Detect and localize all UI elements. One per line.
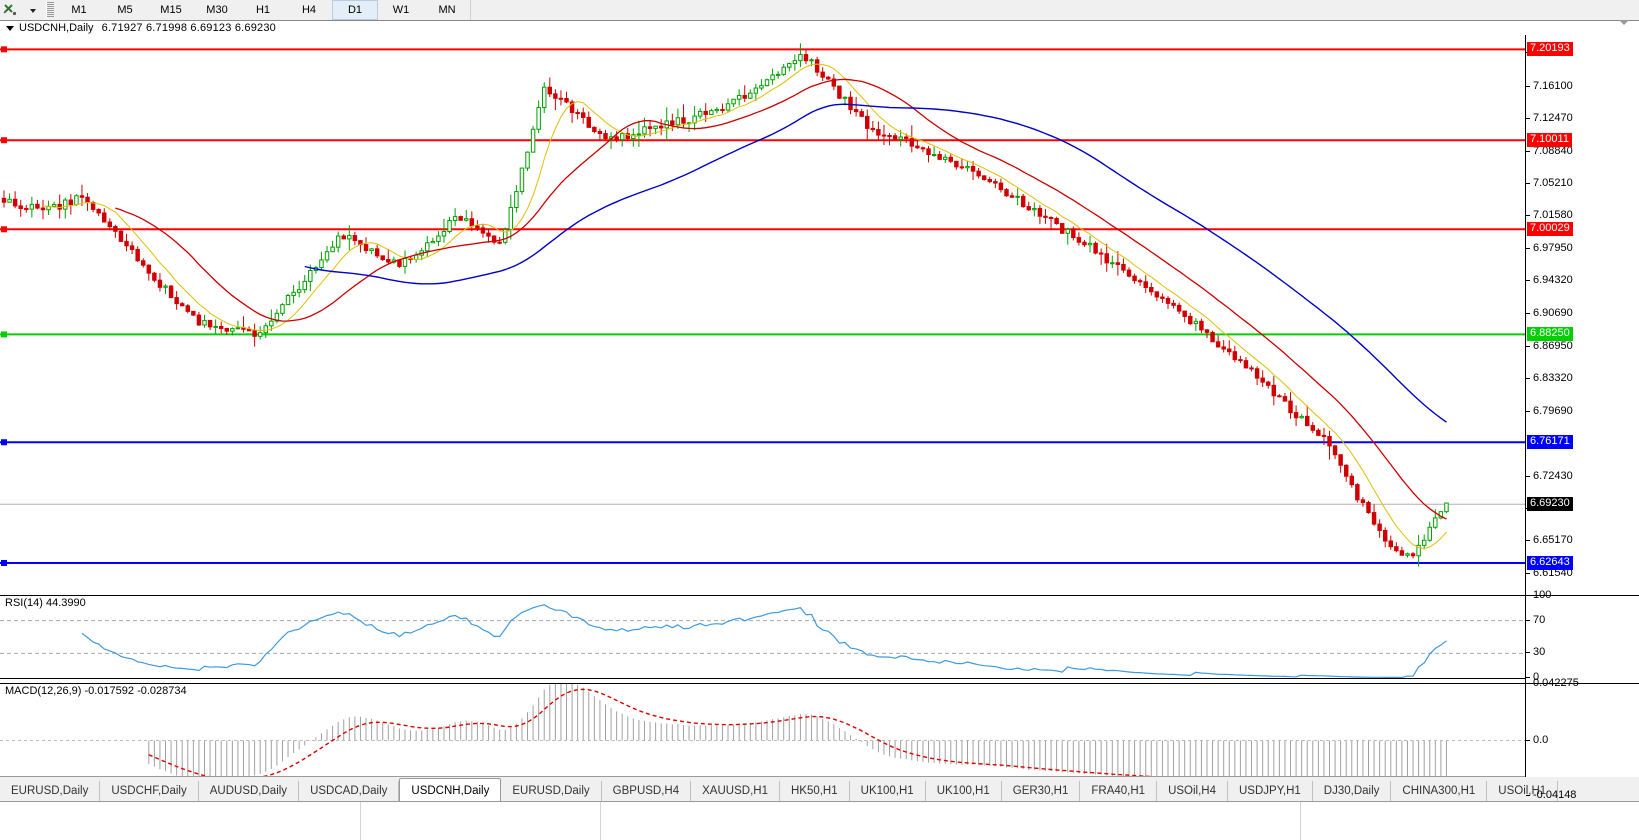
timeframe-button-d1[interactable]: D1 bbox=[332, 0, 378, 20]
ma-medium-line bbox=[115, 78, 1447, 520]
price-level-line-resistance[interactable] bbox=[0, 226, 1526, 233]
rsi-line bbox=[81, 604, 1447, 678]
price-tick: 7.16100 bbox=[1526, 80, 1573, 92]
chart-tab-usdjpy-h1[interactable]: USDJPY,H1 bbox=[1228, 781, 1313, 801]
rsi-indicator-label: RSI(14) 44.3990 bbox=[5, 597, 89, 609]
chart-tab-usdchf-daily[interactable]: USDCHF,Daily bbox=[100, 781, 199, 801]
toolbar-separator bbox=[46, 2, 54, 18]
pane-separator bbox=[1526, 683, 1639, 684]
price-level-line-resistance[interactable] bbox=[0, 46, 1526, 53]
rsi-scale-tick: 30 bbox=[1526, 646, 1545, 658]
price-tick: 7.08840 bbox=[1526, 145, 1573, 157]
chart-tab-eurusd-daily[interactable]: EURUSD,Daily bbox=[0, 781, 101, 801]
chart-tabbar: EURUSD,Daily USDCHF,Daily AUDUSD,Daily USDC… bbox=[0, 776, 1639, 840]
chart-tab-usoil-h4[interactable]: USOil,H4 bbox=[1157, 781, 1228, 801]
price-level-tag-resistance[interactable]: 7.20193 bbox=[1527, 42, 1573, 57]
chart-area[interactable]: USDCNH,Daily 6.71927 6.71998 6.69123 6.6… bbox=[0, 20, 1639, 818]
chart-tab-usdcad-daily[interactable]: USDCAD,Daily bbox=[299, 781, 400, 801]
ma-slow-line bbox=[304, 103, 1447, 423]
price-level-tag-support[interactable]: 6.88250 bbox=[1527, 327, 1573, 342]
macd-scale-tick: 0.0 bbox=[1526, 734, 1548, 746]
macd-scale-tick: -0.04148 bbox=[1526, 789, 1576, 801]
price-level-line-level[interactable] bbox=[0, 559, 1526, 566]
caret-down-icon[interactable] bbox=[6, 25, 14, 31]
chart-tab-china300-h1[interactable]: CHINA300,H1 bbox=[1391, 781, 1488, 801]
price-chart-svg bbox=[0, 43, 1526, 567]
timeframe-button-m1[interactable]: M1 bbox=[71, 4, 87, 16]
price-tick: 6.86950 bbox=[1526, 340, 1573, 352]
tabbar-cell bbox=[0, 802, 361, 840]
timeframe-button-mn[interactable]: MN bbox=[438, 4, 456, 16]
tabbar-lower-panel bbox=[0, 801, 1639, 840]
price-level-tag-last-price[interactable]: 6.69230 bbox=[1527, 497, 1573, 512]
price-tick: 7.05210 bbox=[1526, 177, 1573, 189]
toolbar-dropdown-icon[interactable] bbox=[22, 1, 44, 19]
macd-histogram bbox=[148, 684, 1447, 796]
price-scale[interactable]: 7.198487.161007.124707.088407.052107.015… bbox=[1525, 21, 1639, 801]
price-tick: 7.01580 bbox=[1526, 209, 1573, 221]
tabbar-cell bbox=[600, 802, 1301, 840]
tabbar-cell bbox=[360, 802, 601, 840]
price-level-line-level[interactable] bbox=[0, 439, 1526, 446]
rsi-pane[interactable]: RSI(14) 44.3990 bbox=[0, 595, 1526, 679]
price-level-tag-resistance[interactable]: 7.10011 bbox=[1527, 133, 1572, 148]
toolbar-empty-area bbox=[470, 0, 1639, 20]
rsi-chart-svg bbox=[0, 604, 1526, 678]
candlestick-series bbox=[1, 43, 1449, 567]
chart-symbol-header: USDCNH,Daily 6.71927 6.71998 6.69123 6.6… bbox=[0, 21, 1639, 35]
toolbar: M1 M5 M15 M30 H1 H4 D1 W1 MN bbox=[0, 0, 1639, 21]
timeframe-button-h4[interactable]: H4 bbox=[301, 4, 317, 16]
timeframe-button-m15[interactable]: M15 bbox=[160, 4, 182, 16]
price-level-tag-resistance[interactable]: 7.00029 bbox=[1527, 222, 1573, 237]
chart-tab-dj30-daily[interactable]: DJ30,Daily bbox=[1312, 781, 1392, 801]
macd-indicator-label: MACD(12,26,9) -0.017592 -0.028734 bbox=[5, 685, 190, 697]
price-tick: 7.12470 bbox=[1526, 112, 1573, 124]
chart-tab-fra40-h1[interactable]: FRA40,H1 bbox=[1080, 781, 1158, 801]
price-level-line-support[interactable] bbox=[0, 331, 1526, 338]
chart-tab-eurusd-daily[interactable]: EURUSD,Daily bbox=[501, 781, 602, 801]
timeframe-button-h1[interactable]: H1 bbox=[255, 4, 271, 16]
price-tick: 6.65170 bbox=[1526, 534, 1573, 546]
price-tick: 6.83320 bbox=[1526, 372, 1573, 384]
chart-tab-ger30-h1[interactable]: GER30,H1 bbox=[1001, 781, 1081, 801]
timeframe-button-m30[interactable]: M30 bbox=[206, 4, 228, 16]
timeframe-button-w1[interactable]: W1 bbox=[392, 4, 410, 16]
chart-tab-xauusd-h1[interactable]: XAUUSD,H1 bbox=[691, 781, 780, 801]
price-tick: 6.79690 bbox=[1526, 405, 1573, 417]
chart-tab-audusd-daily[interactable]: AUDUSD,Daily bbox=[198, 781, 300, 801]
chart-tab-uk100-h1[interactable]: UK100,H1 bbox=[925, 781, 1002, 801]
price-level-tag-level[interactable]: 6.62643 bbox=[1527, 555, 1573, 570]
timeframe-group: M1 M5 M15 M30 H1 H4 D1 W1 MN bbox=[56, 0, 470, 20]
pane-separator bbox=[1526, 595, 1639, 596]
price-tick: 6.90690 bbox=[1526, 307, 1573, 319]
chart-tab-usoil-h1[interactable]: USOil,H1 bbox=[1487, 781, 1559, 801]
price-tick: 6.72430 bbox=[1526, 470, 1573, 482]
timeframe-button-m5[interactable]: M5 bbox=[117, 4, 133, 16]
crosshair-cursor-icon[interactable] bbox=[0, 1, 22, 19]
chart-tab-usdcnh-daily[interactable]: USDCNH,Daily bbox=[399, 778, 502, 802]
ma-fast-line bbox=[42, 63, 1447, 550]
chart-tabs: EURUSD,Daily USDCHF,Daily AUDUSD,Daily USDC… bbox=[0, 777, 1639, 802]
chart-ohlc-values: 6.71927 6.71998 6.69123 6.69230 bbox=[101, 22, 276, 34]
rsi-scale-tick: 0 bbox=[1526, 671, 1539, 683]
tabbar-cell bbox=[1300, 802, 1639, 840]
price-level-line-resistance[interactable] bbox=[0, 137, 1526, 144]
chart-symbol-label: USDCNH,Daily bbox=[19, 22, 94, 34]
price-pane[interactable] bbox=[0, 35, 1526, 583]
chevron-down-icon[interactable] bbox=[1619, 20, 1629, 25]
rsi-scale-tick: 70 bbox=[1526, 614, 1545, 626]
chart-tab-hk50-h1[interactable]: HK50,H1 bbox=[779, 781, 850, 801]
price-tick: 6.94320 bbox=[1526, 274, 1573, 286]
chart-tab-gbpusd-h4[interactable]: GBPUSD,H4 bbox=[601, 781, 692, 801]
chart-tab-uk100-h1[interactable]: UK100,H1 bbox=[849, 781, 926, 801]
price-tick: 6.97950 bbox=[1526, 242, 1573, 254]
price-level-tag-level[interactable]: 6.76171 bbox=[1527, 435, 1573, 450]
